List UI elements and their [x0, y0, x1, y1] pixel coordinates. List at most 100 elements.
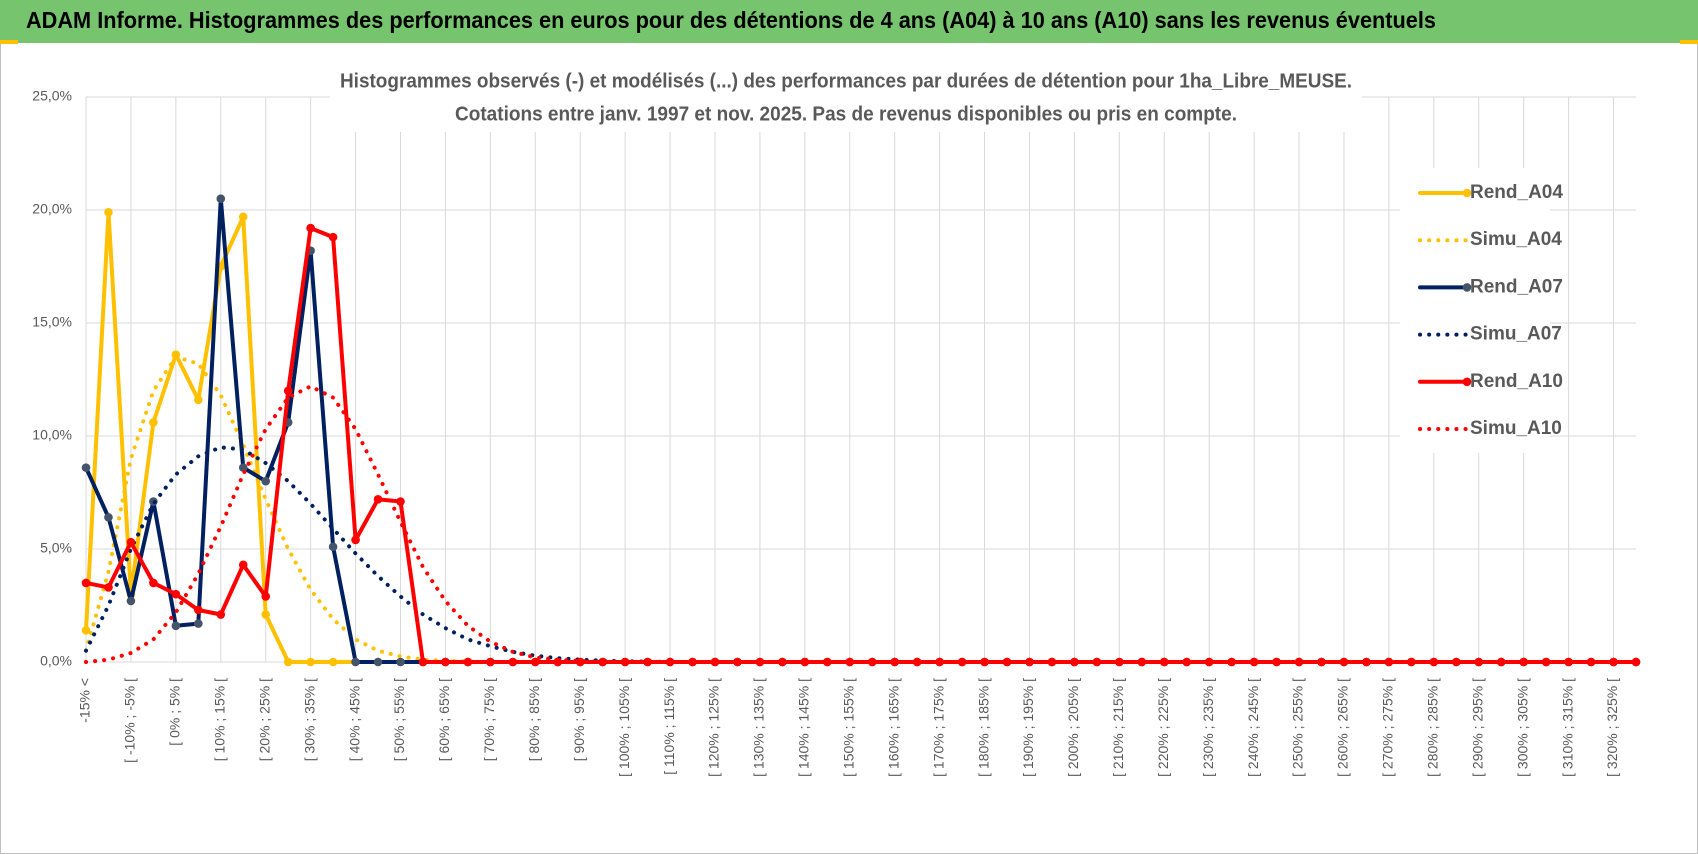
- data-point: [1339, 657, 1349, 667]
- x-tick-label: [ 270% ; 275% [: [1380, 678, 1396, 777]
- x-tick-label: [ 320% ; 325% [: [1604, 678, 1620, 777]
- data-point: [171, 589, 181, 599]
- legend-label: Rend_A07: [1470, 276, 1563, 297]
- legend-backdrop: [1400, 168, 1550, 453]
- data-point: [710, 657, 720, 667]
- data-point: [328, 542, 338, 552]
- plot: -15% < [ -10% ; -5% [ [ 0% ; 5% [ [ 10% ; 1…: [32, 64, 1641, 777]
- data-point: [1047, 657, 1057, 667]
- legend-label: Rend_A10: [1470, 371, 1563, 392]
- series-line: [84, 384, 1638, 664]
- data-point: [463, 657, 473, 667]
- x-tick-label: [ 10% ; 15% [: [211, 678, 227, 761]
- header-bar: [0, 0, 1698, 43]
- x-tick-label: [ 140% ; 145% [: [796, 678, 812, 777]
- x-tick-label: [ 180% ; 185% [: [975, 678, 991, 777]
- data-point: [373, 657, 383, 667]
- legend-marker: [1462, 188, 1472, 198]
- data-point: [126, 596, 136, 606]
- data-point: [283, 657, 293, 667]
- corner-accent: [1680, 40, 1698, 44]
- data-point: [328, 657, 338, 667]
- y-tick-label: 0,0%: [40, 653, 72, 669]
- data-point: [1092, 657, 1102, 667]
- chart-subtitle: Cotations entre janv. 1997 et nov. 2025.…: [455, 103, 1237, 125]
- data-point: [238, 560, 248, 570]
- data-point: [755, 657, 765, 667]
- data-point: [665, 657, 675, 667]
- data-point: [306, 657, 315, 667]
- data-point: [216, 610, 226, 619]
- legend-label: Simu_A10: [1470, 418, 1562, 439]
- data-point: [261, 476, 271, 486]
- data-point: [1631, 657, 1641, 667]
- data-point: [1429, 657, 1439, 667]
- chart-title: Histogrammes observés (-) et modélisés (…: [340, 70, 1352, 92]
- data-point: [441, 657, 450, 667]
- data-point: [104, 207, 113, 217]
- data-point: [194, 619, 203, 628]
- data-point: [396, 657, 405, 667]
- data-point: [306, 223, 315, 233]
- y-tick-label: 5,0%: [40, 540, 72, 556]
- x-tick-label: [ 280% ; 285% [: [1425, 678, 1441, 777]
- data-point: [81, 578, 91, 588]
- data-point: [620, 657, 630, 667]
- data-point: [81, 463, 91, 472]
- data-point: [261, 592, 271, 601]
- legend-label: Rend_A04: [1470, 182, 1563, 203]
- data-point: [351, 535, 360, 545]
- x-tick-label: [ 160% ; 165% [: [885, 678, 901, 777]
- x-tick-label: [ 170% ; 175% [: [930, 678, 946, 777]
- data-point: [575, 657, 585, 667]
- data-point: [1294, 657, 1304, 667]
- x-tick-label: -15% <: [77, 678, 93, 723]
- data-point: [396, 497, 405, 506]
- data-point: [104, 583, 113, 592]
- data-point: [328, 232, 338, 242]
- x-tick-label: [ 90% ; 95% [: [571, 678, 587, 761]
- data-point: [1384, 657, 1394, 667]
- data-point: [1541, 657, 1551, 667]
- x-tick-label: [ 300% ; 305% [: [1514, 678, 1530, 777]
- x-tick-label: [ 150% ; 155% [: [840, 678, 856, 777]
- data-point: [149, 578, 158, 588]
- data-point: [373, 494, 383, 504]
- x-tick-label: [ 250% ; 255% [: [1290, 678, 1306, 777]
- x-tick-label: [ 100% ; 105% [: [616, 678, 632, 777]
- x-tick-label: [ -10% ; -5% [: [122, 678, 138, 763]
- y-tick-label: 15,0%: [32, 314, 72, 330]
- y-tick-label: 20,0%: [32, 201, 72, 217]
- x-tick-label: [ 40% ; 45% [: [346, 678, 362, 761]
- data-point: [418, 657, 428, 667]
- x-tick-label: [ 220% ; 225% [: [1155, 678, 1171, 777]
- data-point: [261, 610, 271, 619]
- x-tick-label: [ 120% ; 125% [: [706, 678, 722, 777]
- x-tick-label: [ 30% ; 35% [: [301, 678, 317, 761]
- header-title: ADAM Informe. Histogrammes des performan…: [26, 7, 1436, 33]
- data-point: [778, 657, 787, 667]
- data-point: [1204, 657, 1214, 667]
- y-tick-label: 10,0%: [32, 427, 72, 443]
- data-point: [508, 657, 518, 667]
- x-tick-label: [ 20% ; 25% [: [256, 678, 272, 761]
- x-tick-label: [ 60% ; 65% [: [436, 678, 452, 761]
- legend-label: Simu_A04: [1470, 229, 1562, 250]
- data-point: [957, 657, 967, 667]
- data-point: [1496, 657, 1506, 667]
- data-point: [283, 386, 293, 396]
- x-tick-label: [ 190% ; 195% [: [1020, 678, 1036, 777]
- data-point: [530, 657, 540, 667]
- x-tick-label: [ 80% ; 85% [: [526, 678, 542, 761]
- data-point: [104, 513, 113, 522]
- data-point: [171, 350, 181, 359]
- series-line: [84, 354, 1638, 664]
- data-point: [1137, 657, 1147, 667]
- x-tick-label: [ 310% ; 315% [: [1559, 678, 1575, 777]
- data-point: [238, 212, 248, 222]
- data-point: [194, 605, 203, 615]
- x-tick-label: [ 0% ; 5% [: [167, 678, 183, 746]
- data-point: [216, 194, 226, 203]
